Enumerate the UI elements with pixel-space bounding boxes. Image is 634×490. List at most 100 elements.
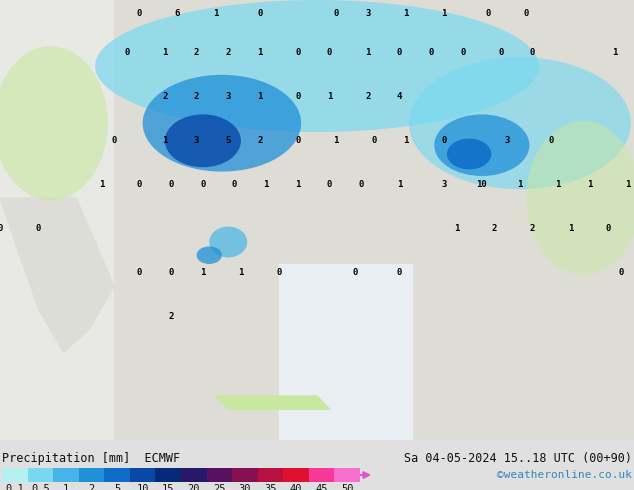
Text: 15: 15: [162, 484, 174, 490]
Text: 1: 1: [625, 180, 630, 189]
Text: 0: 0: [549, 136, 554, 146]
Text: Sa 04-05-2024 15..18 UTC (00+90): Sa 04-05-2024 15..18 UTC (00+90): [404, 452, 632, 465]
Text: 45: 45: [315, 484, 328, 490]
Text: 0: 0: [353, 269, 358, 277]
Text: 0: 0: [333, 9, 339, 18]
Text: 1: 1: [587, 180, 592, 189]
Bar: [104, 468, 130, 482]
Text: 0.1: 0.1: [6, 484, 24, 490]
Bar: [232, 468, 257, 482]
Text: 40: 40: [290, 484, 302, 490]
Bar: [114, 0, 634, 440]
Text: 1: 1: [555, 180, 560, 189]
Text: 5: 5: [114, 484, 120, 490]
Ellipse shape: [526, 121, 634, 275]
Text: 1: 1: [403, 9, 408, 18]
Text: 0: 0: [200, 180, 205, 189]
Bar: [257, 468, 283, 482]
Ellipse shape: [447, 139, 491, 170]
Text: 1: 1: [365, 49, 370, 57]
Text: 0: 0: [397, 269, 402, 277]
Text: 10: 10: [136, 484, 149, 490]
Ellipse shape: [0, 46, 108, 200]
Bar: [334, 468, 360, 482]
Text: Precipitation [mm]  ECMWF: Precipitation [mm] ECMWF: [2, 452, 180, 465]
Bar: [79, 468, 104, 482]
Text: 4: 4: [397, 92, 402, 101]
Text: 1: 1: [200, 269, 205, 277]
Ellipse shape: [409, 57, 631, 189]
Text: 1: 1: [333, 136, 339, 146]
Text: ©weatheronline.co.uk: ©weatheronline.co.uk: [497, 470, 632, 480]
Text: 2: 2: [226, 49, 231, 57]
Text: 0: 0: [372, 136, 377, 146]
Bar: [53, 468, 79, 482]
Bar: [130, 468, 155, 482]
Ellipse shape: [95, 0, 539, 132]
Text: 1: 1: [63, 484, 69, 490]
Text: 0: 0: [327, 49, 332, 57]
Text: 2: 2: [194, 49, 199, 57]
Ellipse shape: [434, 114, 529, 176]
Text: 0: 0: [276, 269, 281, 277]
Text: 0: 0: [460, 49, 465, 57]
Text: 30: 30: [238, 484, 251, 490]
Text: 0: 0: [486, 9, 491, 18]
Text: 1: 1: [612, 49, 618, 57]
Ellipse shape: [143, 75, 301, 172]
Text: 0: 0: [359, 180, 364, 189]
Text: 1: 1: [295, 180, 301, 189]
Text: 1: 1: [257, 92, 262, 101]
Text: 1: 1: [264, 180, 269, 189]
Text: 1: 1: [454, 224, 459, 233]
Bar: [283, 468, 309, 482]
Text: 0: 0: [606, 224, 611, 233]
Text: 0: 0: [498, 49, 503, 57]
Text: 3: 3: [505, 136, 510, 146]
Text: 0: 0: [124, 49, 129, 57]
Bar: [207, 468, 232, 482]
Text: 0: 0: [441, 136, 446, 146]
Text: 20: 20: [188, 484, 200, 490]
Bar: [181, 468, 207, 482]
Text: 3: 3: [226, 92, 231, 101]
Text: 25: 25: [213, 484, 226, 490]
Text: 1: 1: [327, 92, 332, 101]
Text: 6: 6: [175, 9, 180, 18]
Text: 2: 2: [194, 92, 199, 101]
Text: 2: 2: [492, 224, 497, 233]
Text: 3: 3: [441, 180, 446, 189]
Text: 0: 0: [232, 180, 237, 189]
Text: 2: 2: [530, 224, 535, 233]
Text: 0: 0: [429, 49, 434, 57]
Text: 0: 0: [257, 9, 262, 18]
Text: 1: 1: [257, 49, 262, 57]
Text: 0: 0: [619, 269, 624, 277]
Bar: [155, 468, 181, 482]
Text: 2: 2: [162, 92, 167, 101]
Text: 0: 0: [524, 9, 529, 18]
Text: 2: 2: [257, 136, 262, 146]
Text: 0: 0: [397, 49, 402, 57]
Polygon shape: [216, 396, 330, 409]
Text: 3: 3: [365, 9, 370, 18]
Ellipse shape: [209, 226, 247, 257]
Text: 5: 5: [226, 136, 231, 146]
FancyBboxPatch shape: [0, 0, 634, 440]
Polygon shape: [178, 286, 304, 440]
Text: 0: 0: [295, 49, 301, 57]
Text: 0.5: 0.5: [31, 484, 49, 490]
Text: 1: 1: [397, 180, 402, 189]
Polygon shape: [0, 198, 114, 352]
Ellipse shape: [165, 114, 241, 167]
Text: 1: 1: [568, 224, 573, 233]
Text: 1: 1: [162, 136, 167, 146]
Text: 0: 0: [169, 180, 174, 189]
Text: 0: 0: [112, 136, 117, 146]
Polygon shape: [279, 264, 412, 440]
Text: 2: 2: [365, 92, 370, 101]
Text: 1: 1: [162, 49, 167, 57]
Text: 2: 2: [88, 484, 94, 490]
Ellipse shape: [197, 246, 222, 264]
Bar: [2, 468, 27, 482]
